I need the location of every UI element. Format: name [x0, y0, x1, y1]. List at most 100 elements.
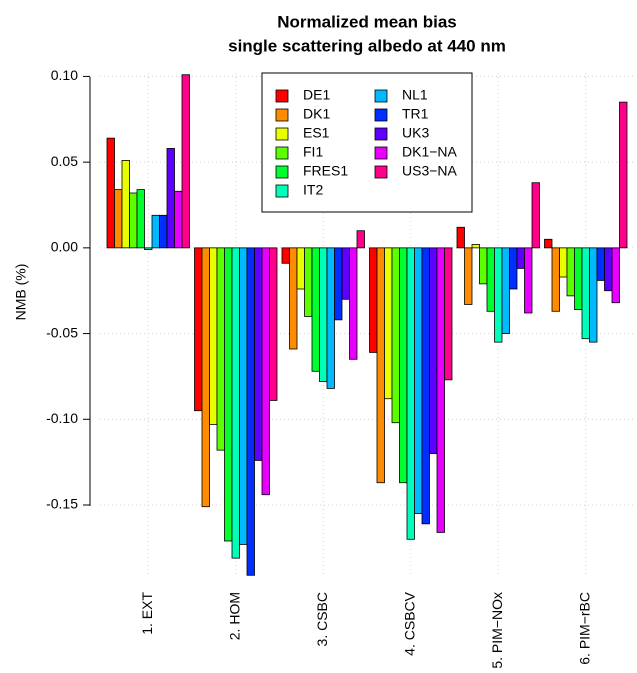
bar [129, 192, 138, 249]
bar [334, 247, 343, 321]
bar [471, 244, 480, 249]
legend-label: DK1−NA [402, 144, 458, 160]
bar [414, 247, 423, 514]
bar [391, 247, 400, 424]
bar [479, 247, 488, 285]
bar [224, 247, 233, 542]
bar [444, 247, 453, 381]
bar [231, 247, 240, 559]
bar [551, 247, 560, 312]
bar [509, 247, 518, 290]
x-tick-label: 5. PIM−NOx [489, 592, 505, 669]
legend-swatch [374, 108, 388, 122]
y-tick-label: 0.00 [51, 239, 78, 255]
x-tick-label: 1. EXT [139, 592, 155, 635]
bar [106, 137, 115, 249]
bar [581, 247, 590, 340]
legend-swatch [374, 127, 388, 141]
legend-label: TR1 [402, 106, 429, 122]
bar [384, 247, 393, 400]
bar [341, 247, 350, 300]
x-tick-label: 6. PIM−rBC [576, 592, 592, 665]
bar [209, 247, 218, 425]
bar [114, 189, 123, 249]
bar [456, 226, 465, 249]
bar [619, 101, 628, 249]
bar [356, 230, 365, 249]
bar [201, 247, 210, 508]
legend-swatch [374, 146, 388, 160]
bar [136, 189, 145, 249]
bar [289, 247, 298, 350]
x-tick-label: 2. HOM [226, 592, 242, 640]
legend-label: UK3 [402, 125, 429, 141]
x-tick-label: 3. CSBC [314, 592, 330, 646]
bar [261, 247, 270, 496]
bar [349, 247, 358, 360]
bar [516, 247, 525, 269]
y-tick-label: -0.05 [46, 324, 78, 340]
legend-label: FI1 [303, 144, 323, 160]
bar [296, 247, 305, 290]
chart-subtitle: single scattering albedo at 440 nm [228, 36, 506, 55]
legend-label: ES1 [303, 125, 330, 141]
y-tick-label: 0.10 [51, 67, 78, 83]
bar [596, 247, 605, 281]
bar [406, 247, 415, 540]
legend-swatch [275, 108, 289, 122]
bar [319, 247, 328, 382]
bar [531, 182, 540, 249]
bar [574, 247, 583, 310]
legend-label: DE1 [303, 87, 330, 103]
bar [611, 247, 620, 304]
bar [376, 247, 385, 484]
y-tick-label: -0.15 [46, 496, 78, 512]
bar [144, 247, 153, 250]
bar [326, 247, 335, 389]
bar [174, 190, 183, 249]
legend-label: IT2 [303, 182, 323, 198]
y-tick-label: 0.05 [51, 153, 78, 169]
legend-label: DK1 [303, 106, 330, 122]
bar [501, 247, 510, 334]
bar [304, 247, 313, 317]
bar [544, 238, 553, 249]
bar [181, 74, 190, 249]
y-tick-label: -0.10 [46, 410, 78, 426]
bar [566, 247, 575, 297]
chart-title: Normalized mean bias [277, 12, 457, 31]
legend-swatch [374, 89, 388, 103]
legend-swatch [275, 89, 289, 103]
legend-swatch [275, 146, 289, 160]
bar [166, 148, 175, 249]
bar [589, 247, 598, 343]
x-tick-label: 4. CSBCV [401, 591, 417, 655]
legend-swatch [275, 184, 289, 198]
bar [159, 214, 168, 249]
legend-box [261, 72, 473, 213]
bar [239, 247, 248, 545]
bar [436, 247, 445, 533]
bar [281, 247, 290, 264]
bar [494, 247, 503, 343]
bar [429, 247, 438, 454]
legend-swatch [374, 165, 388, 179]
legend-label: US3−NA [402, 163, 458, 179]
bar [524, 247, 533, 314]
bar [269, 247, 278, 401]
bar [486, 247, 495, 312]
legend-swatch [275, 127, 289, 141]
bar [604, 247, 613, 292]
bar [151, 214, 160, 249]
y-axis-label: NMB (%) [13, 264, 29, 321]
bar [254, 247, 263, 461]
bar [559, 247, 568, 278]
bar [246, 247, 255, 576]
legend-label: FRES1 [303, 163, 348, 179]
legend-label: NL1 [402, 87, 428, 103]
legend-swatch [275, 165, 289, 179]
bar [399, 247, 408, 484]
bar [464, 247, 473, 305]
bar [216, 247, 225, 451]
